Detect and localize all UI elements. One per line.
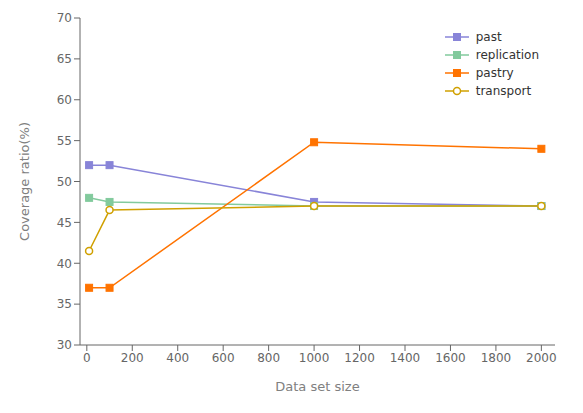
svg-text:2000: 2000 — [526, 351, 557, 365]
svg-text:50: 50 — [57, 175, 72, 189]
svg-text:1800: 1800 — [481, 351, 512, 365]
svg-text:1000: 1000 — [299, 351, 330, 365]
svg-text:1400: 1400 — [390, 351, 421, 365]
svg-text:35: 35 — [57, 297, 72, 311]
svg-text:40: 40 — [57, 257, 72, 271]
svg-text:30: 30 — [57, 338, 72, 352]
svg-text:600: 600 — [212, 351, 235, 365]
svg-text:Coverage ratio(%): Coverage ratio(%) — [17, 122, 32, 241]
html-text:transport: transport — [475, 84, 532, 98]
svg-text:60: 60 — [57, 93, 72, 107]
svg-text:Data set size: Data set size — [275, 379, 359, 394]
svg-text:200: 200 — [121, 351, 144, 365]
svg-text:400: 400 — [166, 351, 189, 365]
svg-text:800: 800 — [257, 351, 280, 365]
svg-text:55: 55 — [57, 134, 72, 148]
svg-text:45: 45 — [57, 216, 72, 230]
html-text:pastry: pastry — [475, 66, 514, 80]
svg-text:1600: 1600 — [435, 351, 466, 365]
svg-text:0: 0 — [83, 351, 91, 365]
svg-text:70: 70 — [57, 11, 72, 25]
html-text:replication: replication — [475, 48, 539, 62]
svg-text:65: 65 — [57, 52, 72, 66]
svg-text:1200: 1200 — [344, 351, 375, 365]
html-text:past: past — [475, 30, 502, 44]
